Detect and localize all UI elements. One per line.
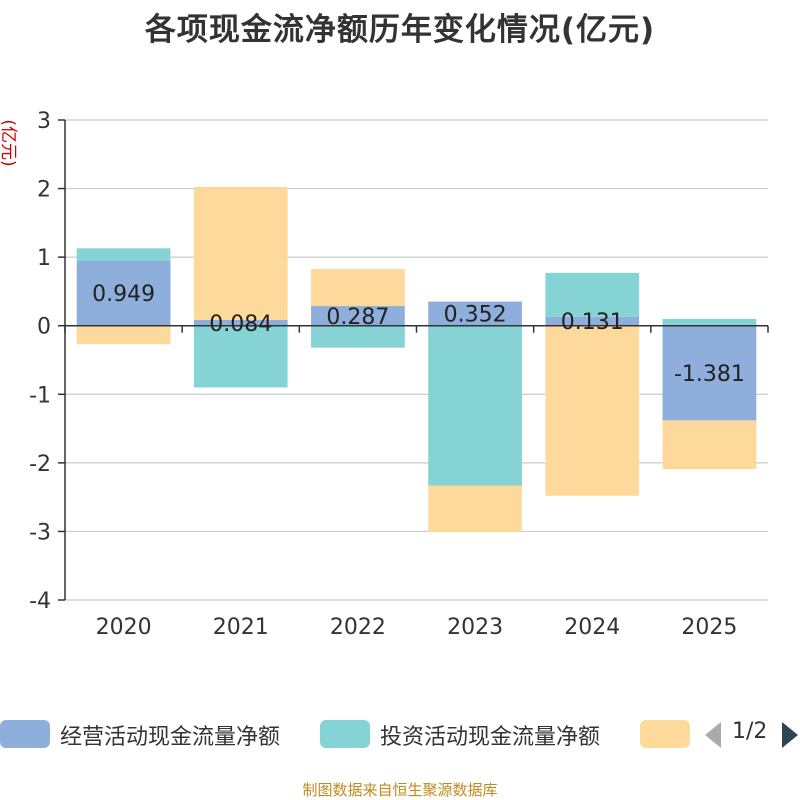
y-tick-label: -1: [29, 383, 51, 408]
axes: 3 2 1 0 -1 -2 -3 -4 (亿元) 2020 2021 2022 2023 2024 2025: [0, 109, 769, 640]
x-tick-label: 2023: [447, 615, 503, 640]
bar-2022-series-2: [311, 269, 405, 307]
y-tick-label: 1: [37, 246, 51, 271]
bar-2021-series-1: [193, 325, 288, 388]
data-label-2020: 0.949: [92, 282, 155, 307]
legend-swatch: [320, 720, 370, 748]
data-label-2024: 0.131: [561, 310, 624, 335]
y-tick-label: 3: [37, 109, 51, 134]
legend-pager: 1/2: [700, 716, 800, 752]
bar-2023-series-2: [428, 485, 522, 533]
bar-2023-series-0: [428, 301, 522, 326]
legend-label: 经营活动现金流量净额: [60, 725, 281, 750]
data-label-2023: 0.352: [444, 303, 507, 328]
legend-page-indicator: 1/2: [732, 719, 768, 744]
cashflow-bar-chart: 3 2 1 0 -1 -2 -3 -4 (亿元) 2020 2021 2022 2023 2024 2025…: [0, 109, 769, 640]
y-axis-unit-label: (亿元): [0, 119, 18, 166]
y-tick-label: -4: [29, 589, 51, 614]
legend-swatch: [0, 720, 50, 748]
y-tick-label: 2: [37, 178, 51, 203]
source-footer: 制图数据来自恒生聚源数据库: [302, 781, 498, 799]
data-label-2021: 0.084: [209, 312, 272, 337]
bar-2020-series-0: [76, 260, 171, 326]
bar-2023-series-1: [428, 325, 522, 486]
page-next-icon[interactable]: [780, 721, 800, 749]
bar-2025-series-1: [662, 318, 757, 326]
bar-2022-series-1: [311, 325, 405, 348]
bar-2024-series-2: [545, 325, 640, 496]
data-label-2025: -1.381: [674, 362, 745, 387]
x-tick-label: 2025: [681, 615, 737, 640]
legend-label: 投资活动现金流量净额: [380, 725, 601, 750]
y-tick-label: -3: [29, 520, 51, 545]
bar-2022-series-0: [311, 306, 405, 326]
y-tick-label: 0: [37, 315, 51, 340]
x-tick-label: 2024: [564, 615, 620, 640]
legend: 经营活动现金流量净额 投资活动现金流量净额 1/2: [0, 716, 800, 752]
chart-title: 各项现金流净额历年变化情况(亿元): [144, 12, 656, 48]
data-label-2022: 0.287: [326, 305, 389, 330]
data-labels: 0.949 0.084 0.287 0.352 0.131 -1.381: [92, 282, 745, 387]
x-tick-label: 2020: [96, 615, 152, 640]
bar-2025-series-2: [662, 420, 757, 470]
legend-swatch: [640, 720, 690, 748]
bar-2021-series-2: [193, 186, 288, 320]
bar-2021-series-0: [193, 319, 288, 326]
bars: [76, 186, 757, 533]
page-prev-icon[interactable]: [703, 721, 723, 749]
y-tick-label: -2: [29, 452, 51, 477]
x-tick-label: 2022: [330, 615, 386, 640]
bar-2024-series-1: [545, 272, 640, 317]
bar-2025-series-0: [662, 325, 757, 421]
x-tick-label: 2021: [213, 615, 269, 640]
bar-2024-series-0: [545, 316, 640, 326]
bar-2020-series-2: [76, 325, 171, 345]
bar-2020-series-1: [76, 248, 171, 261]
